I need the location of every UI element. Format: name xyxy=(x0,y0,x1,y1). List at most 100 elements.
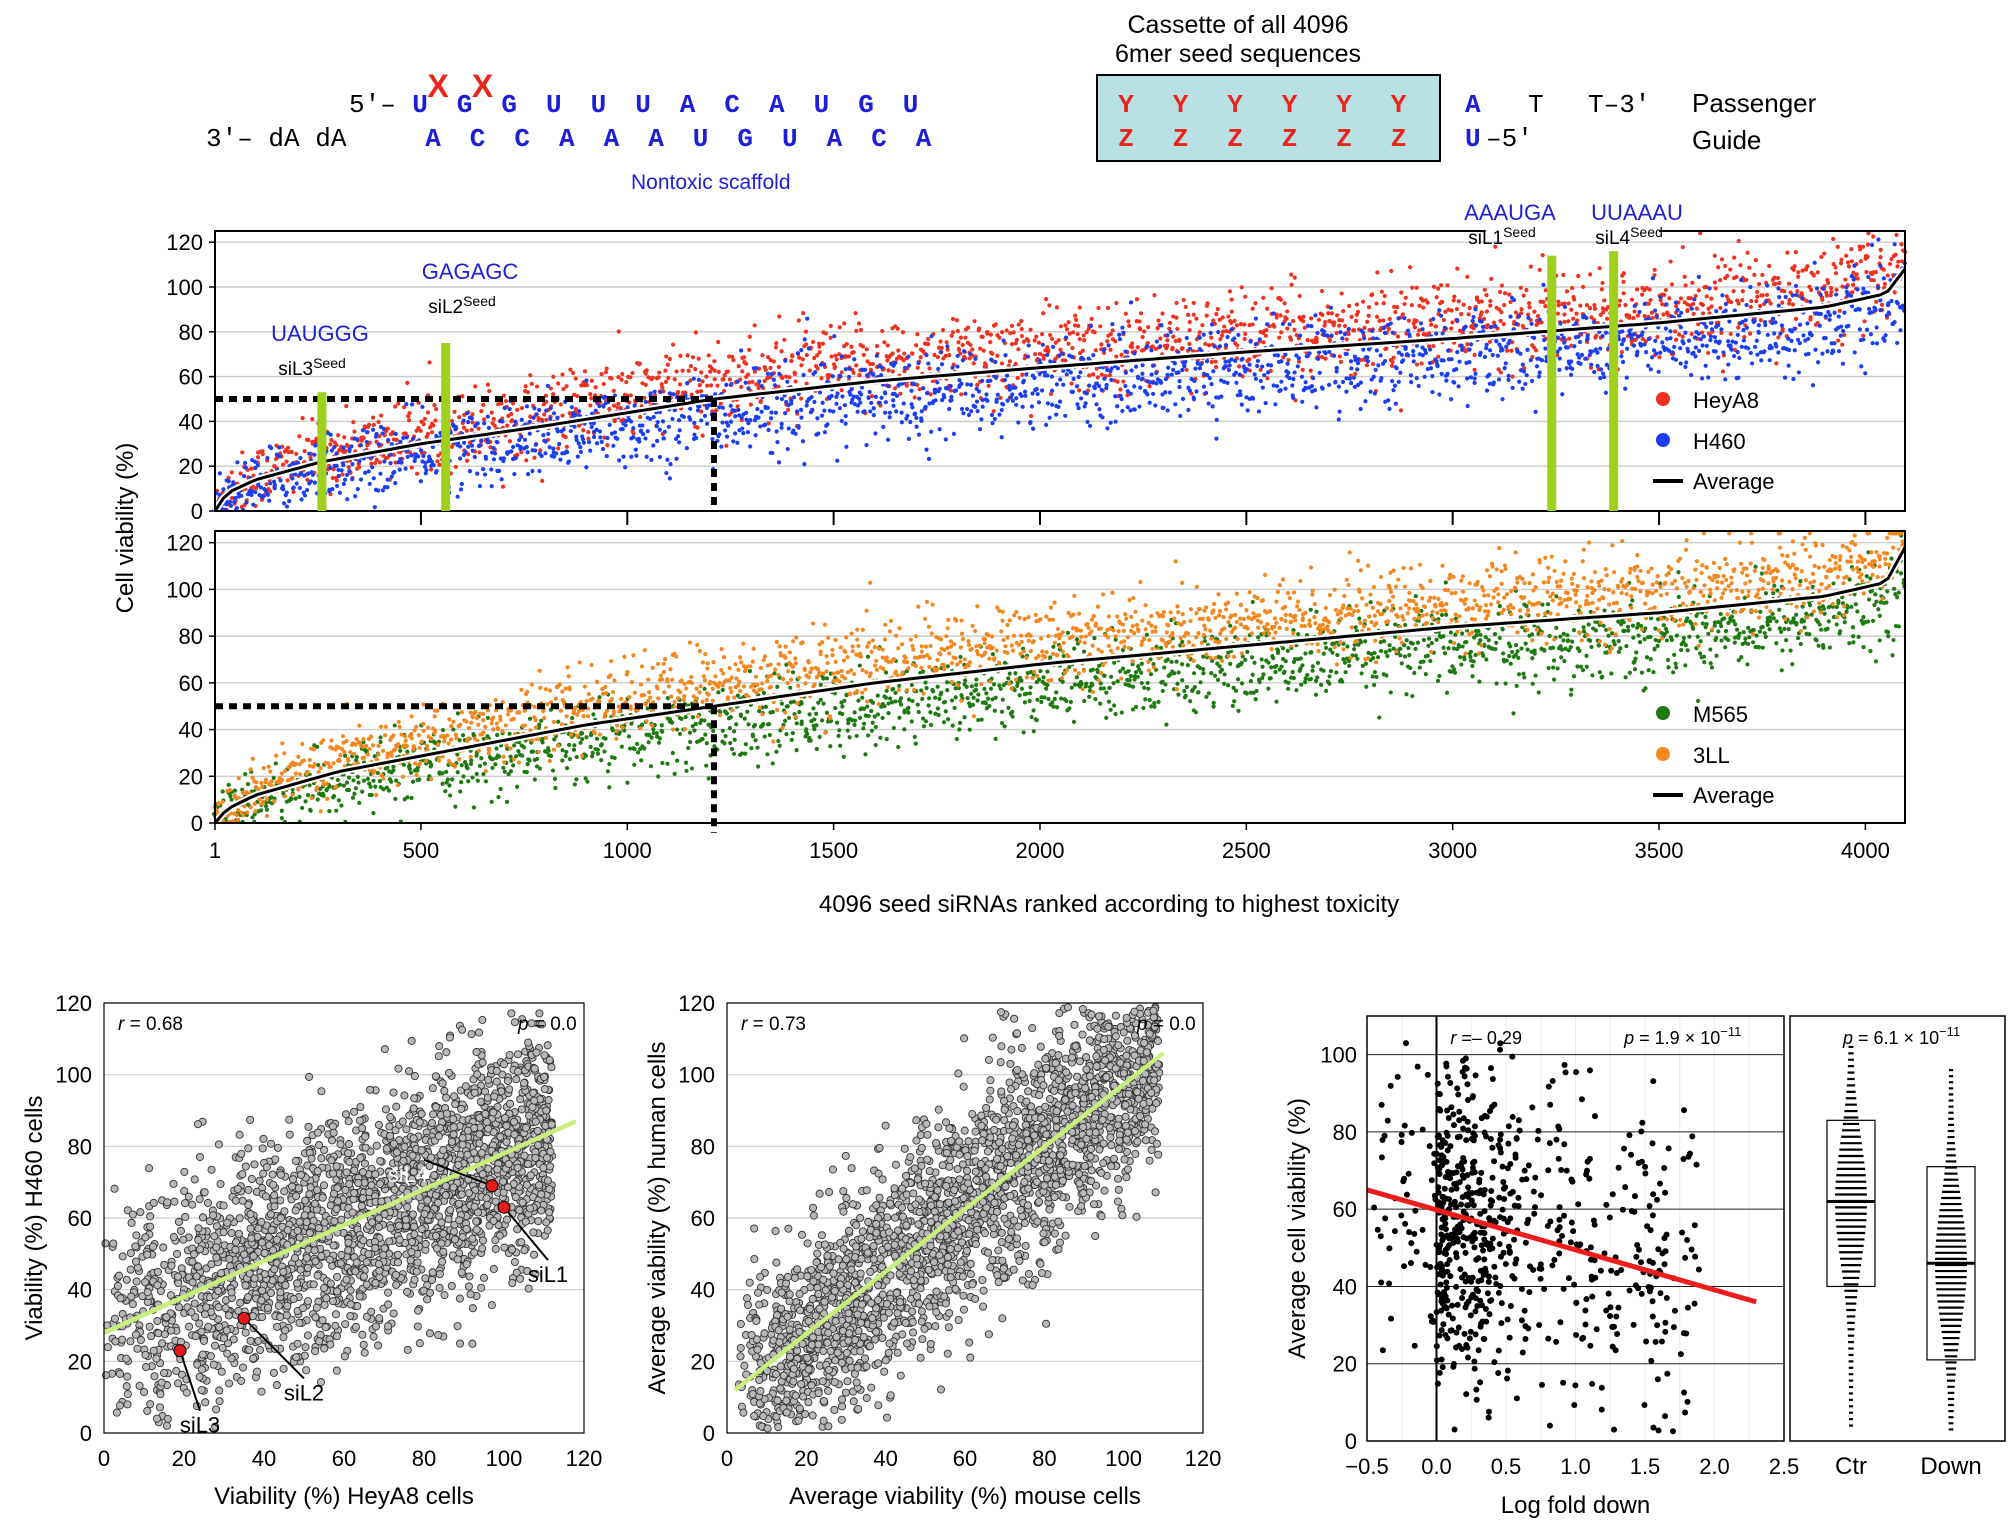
data-point xyxy=(1253,316,1259,321)
data-point xyxy=(418,479,423,484)
data-point xyxy=(264,807,270,812)
data-point xyxy=(459,481,464,487)
data-point xyxy=(1693,335,1698,340)
data-point xyxy=(574,754,579,760)
data-point xyxy=(1708,334,1714,339)
data-point xyxy=(416,454,421,459)
data-point xyxy=(802,461,807,467)
data-point xyxy=(1120,408,1125,414)
data-point xyxy=(1484,342,1489,347)
data-point xyxy=(657,454,663,460)
data-point xyxy=(524,770,529,775)
data-point xyxy=(1467,360,1472,365)
data-point xyxy=(1253,342,1258,347)
data-point xyxy=(829,393,834,399)
data-point xyxy=(1416,332,1421,337)
data-point xyxy=(1313,313,1318,318)
data-point xyxy=(832,364,838,370)
data-point xyxy=(977,427,983,432)
data-point xyxy=(235,460,240,465)
data-point xyxy=(1491,380,1496,385)
data-point xyxy=(1073,317,1079,322)
data-point xyxy=(1010,392,1015,397)
data-point xyxy=(776,460,782,465)
data-point xyxy=(753,738,758,743)
data-point xyxy=(1287,322,1292,327)
data-point xyxy=(1749,361,1755,366)
data-point xyxy=(1768,301,1773,306)
data-point xyxy=(1838,261,1844,266)
data-point xyxy=(515,452,520,457)
data-point xyxy=(763,704,769,709)
data-point xyxy=(634,453,639,458)
data-point xyxy=(1479,319,1484,324)
data-point xyxy=(485,715,491,720)
data-point xyxy=(965,325,971,330)
data-point xyxy=(665,761,670,766)
data-point xyxy=(1731,289,1736,294)
data-point xyxy=(1725,273,1730,278)
data-point xyxy=(1592,320,1597,325)
data-point xyxy=(466,419,471,425)
data-point xyxy=(1600,334,1605,339)
data-point xyxy=(332,445,337,450)
data-point xyxy=(678,353,683,358)
data-point xyxy=(679,716,684,721)
data-point xyxy=(1069,354,1075,359)
data-point xyxy=(868,367,874,372)
data-point xyxy=(1572,344,1577,349)
data-point xyxy=(537,468,542,474)
data-point xyxy=(429,762,434,767)
data-point xyxy=(724,434,730,439)
data-point xyxy=(351,778,356,783)
data-point xyxy=(1893,252,1898,257)
data-point xyxy=(1213,365,1219,370)
data-point xyxy=(1899,242,1904,247)
nontoxic-scaffold-label: Nontoxic scaffold xyxy=(631,171,791,194)
data-point xyxy=(1664,336,1670,341)
data-point xyxy=(1312,388,1318,393)
data-point xyxy=(240,450,245,455)
data-point xyxy=(670,342,676,347)
data-point xyxy=(1821,286,1826,291)
data-point xyxy=(1002,377,1007,383)
data-point xyxy=(1327,338,1333,343)
data-point xyxy=(378,739,383,745)
data-point xyxy=(273,761,278,766)
data-point xyxy=(1118,387,1123,392)
data-point xyxy=(1392,383,1398,388)
data-point xyxy=(1292,370,1297,375)
data-point xyxy=(1070,389,1075,394)
data-point xyxy=(1557,356,1562,361)
data-point xyxy=(1327,349,1332,355)
data-point xyxy=(738,712,743,717)
data-point xyxy=(728,403,733,408)
data-point xyxy=(1678,296,1684,301)
data-point xyxy=(1773,320,1778,325)
data-point xyxy=(221,487,226,492)
data-point xyxy=(369,461,374,466)
data-point xyxy=(540,417,545,422)
data-point xyxy=(1174,315,1179,320)
data-point xyxy=(829,354,834,359)
data-point xyxy=(1138,327,1143,332)
data-point xyxy=(802,337,807,342)
panel-b: 020406080100120HeyA8H460AverageUAUGGGsiL… xyxy=(112,200,1909,918)
data-point xyxy=(1844,253,1849,258)
data-point xyxy=(908,419,913,425)
data-point xyxy=(1182,364,1187,369)
data-point xyxy=(650,375,655,380)
data-point xyxy=(1795,289,1800,294)
data-point xyxy=(985,398,990,403)
guide-nt: G xyxy=(737,124,753,154)
data-point xyxy=(1681,341,1686,346)
data-point xyxy=(1084,330,1089,335)
data-point xyxy=(984,392,989,397)
data-point xyxy=(1467,347,1472,352)
data-point xyxy=(1502,302,1507,308)
data-point xyxy=(1507,338,1512,344)
data-point xyxy=(792,371,797,377)
data-point xyxy=(1598,346,1603,351)
data-point xyxy=(1209,359,1214,365)
data-point xyxy=(1210,404,1215,409)
